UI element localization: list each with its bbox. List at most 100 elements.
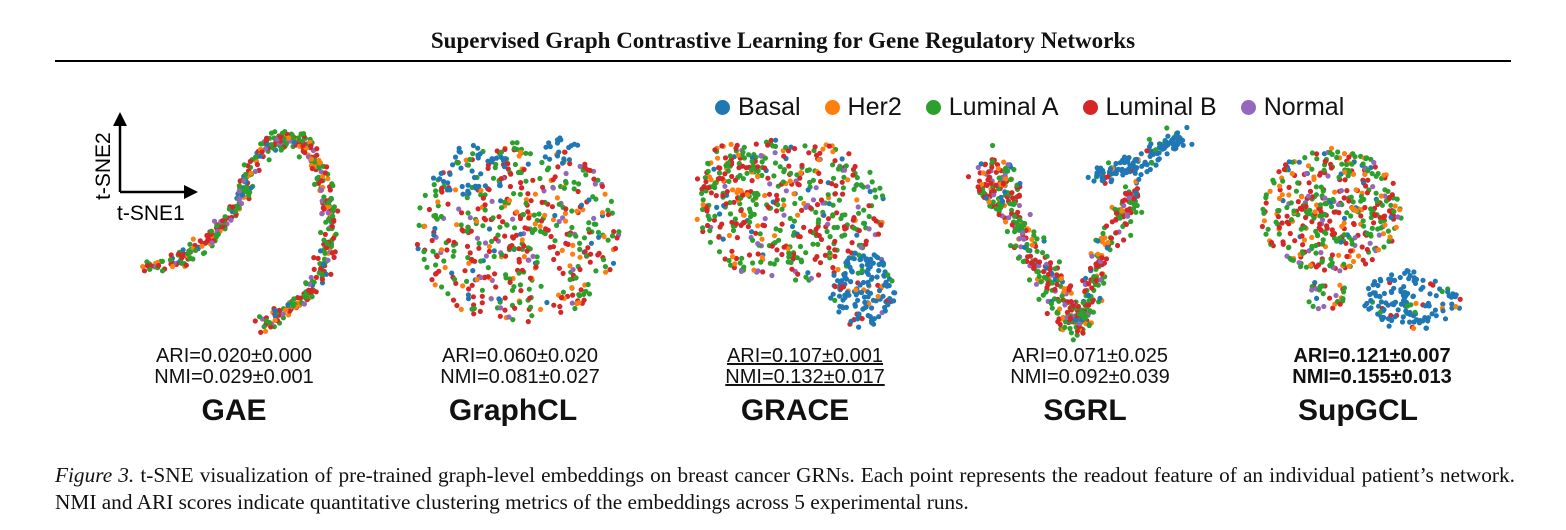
- scatter-point: [705, 213, 711, 219]
- scatter-point: [1298, 264, 1304, 270]
- scatter-point: [1086, 322, 1092, 329]
- scatter-point: [1128, 232, 1134, 238]
- scatter-point: [321, 262, 327, 268]
- scatter-point: [806, 150, 812, 156]
- scatter-point: [586, 226, 592, 232]
- scatter-point: [846, 151, 852, 157]
- scatter-point: [569, 300, 575, 306]
- scatter-point: [1340, 296, 1346, 302]
- scatter-point: [979, 181, 985, 187]
- scatter-point: [711, 166, 717, 172]
- scatter-point: [1353, 208, 1359, 214]
- scatter-point: [599, 183, 606, 189]
- scatter-point: [833, 183, 839, 189]
- scatter-point: [303, 281, 309, 287]
- scatter-point: [1052, 266, 1058, 272]
- scatter-point: [792, 200, 798, 207]
- scatter-point: [805, 187, 811, 193]
- scatter-point: [480, 223, 486, 229]
- scatter-point: [755, 268, 761, 274]
- scatter-point: [885, 272, 891, 278]
- scatter-point: [593, 268, 599, 274]
- scatter-point: [705, 185, 712, 191]
- scatter-point: [820, 146, 826, 152]
- scatter-point: [321, 194, 327, 200]
- scatter-point: [861, 294, 868, 300]
- scatter-point: [780, 179, 786, 185]
- scatter-point: [465, 292, 471, 298]
- scatter-point: [859, 267, 865, 273]
- scatter-point: [476, 245, 482, 251]
- scatter-point: [1164, 125, 1170, 131]
- scatter-point: [1094, 172, 1100, 178]
- scatter-point: [318, 187, 324, 193]
- scatter-point: [497, 224, 503, 230]
- scatter-point: [1346, 263, 1352, 269]
- scatter-point: [772, 240, 778, 246]
- scatter-point: [1300, 242, 1306, 248]
- scatter-point: [735, 152, 742, 158]
- scatter-point: [873, 194, 879, 200]
- scatter-point: [296, 154, 302, 160]
- scatter-point: [1337, 301, 1343, 307]
- running-head: Supervised Graph Contrastive Learning fo…: [430, 28, 1136, 53]
- legend-marker: [925, 99, 941, 115]
- scatter-point: [570, 292, 576, 298]
- scatter-point: [989, 159, 996, 165]
- scatter-point: [712, 147, 718, 153]
- scatter-point: [543, 226, 549, 232]
- scatter-point: [877, 185, 883, 191]
- scatter-point: [1263, 192, 1269, 198]
- scatter-point: [1009, 190, 1015, 196]
- scatter-point: [722, 171, 728, 177]
- scatter-point: [1420, 284, 1426, 290]
- legend-label: Normal: [1263, 92, 1345, 121]
- scatter-point: [1031, 233, 1037, 239]
- scatter-point: [829, 181, 835, 187]
- scatter-point: [1017, 180, 1023, 187]
- scatter-point: [449, 270, 455, 276]
- scatter-point: [1122, 184, 1129, 190]
- scatter-point: [856, 228, 862, 234]
- scatter-point: [324, 164, 330, 170]
- scatter-point: [444, 247, 450, 253]
- scatter-point: [1289, 171, 1295, 177]
- scatter-point: [1261, 210, 1267, 216]
- scatter-point: [308, 143, 314, 149]
- scatter-point: [438, 213, 444, 220]
- ari-score: ARI=0.121±0.007: [1293, 345, 1451, 367]
- scatter-point: [1283, 162, 1289, 168]
- scatter-point: [567, 161, 573, 167]
- scatter-point: [612, 245, 619, 252]
- scatter-point: [787, 252, 793, 258]
- scatter-point: [1457, 296, 1463, 302]
- scatter-point: [430, 248, 436, 254]
- scatter-point: [236, 205, 242, 211]
- scatter-point: [489, 198, 495, 204]
- scatter-point: [433, 192, 439, 199]
- scatter-point: [1057, 306, 1063, 312]
- scatter-point: [437, 176, 443, 182]
- scatter-point: [431, 232, 437, 238]
- scatter-point: [737, 172, 743, 179]
- scatter-point: [719, 143, 725, 149]
- scatter-point: [1379, 202, 1385, 208]
- scatter-point: [311, 255, 317, 261]
- scatter-point: [785, 148, 792, 154]
- scatter-point: [544, 167, 551, 173]
- scatter-point: [1133, 209, 1139, 215]
- scatter-point: [1372, 164, 1378, 170]
- scatter-point: [1348, 194, 1354, 200]
- scatter-point: [1027, 211, 1033, 218]
- scatter-point: [1321, 267, 1328, 273]
- scatter-point: [1290, 257, 1296, 263]
- scatter-point: [490, 175, 497, 181]
- scatter-point: [1011, 213, 1018, 219]
- scatter-point: [266, 157, 272, 163]
- scatter-point: [781, 202, 787, 208]
- scatter-point: [572, 305, 578, 312]
- scatter-point: [794, 172, 800, 178]
- scatter-point: [561, 185, 568, 191]
- scatter-point: [730, 227, 737, 234]
- scatter-point: [451, 248, 457, 254]
